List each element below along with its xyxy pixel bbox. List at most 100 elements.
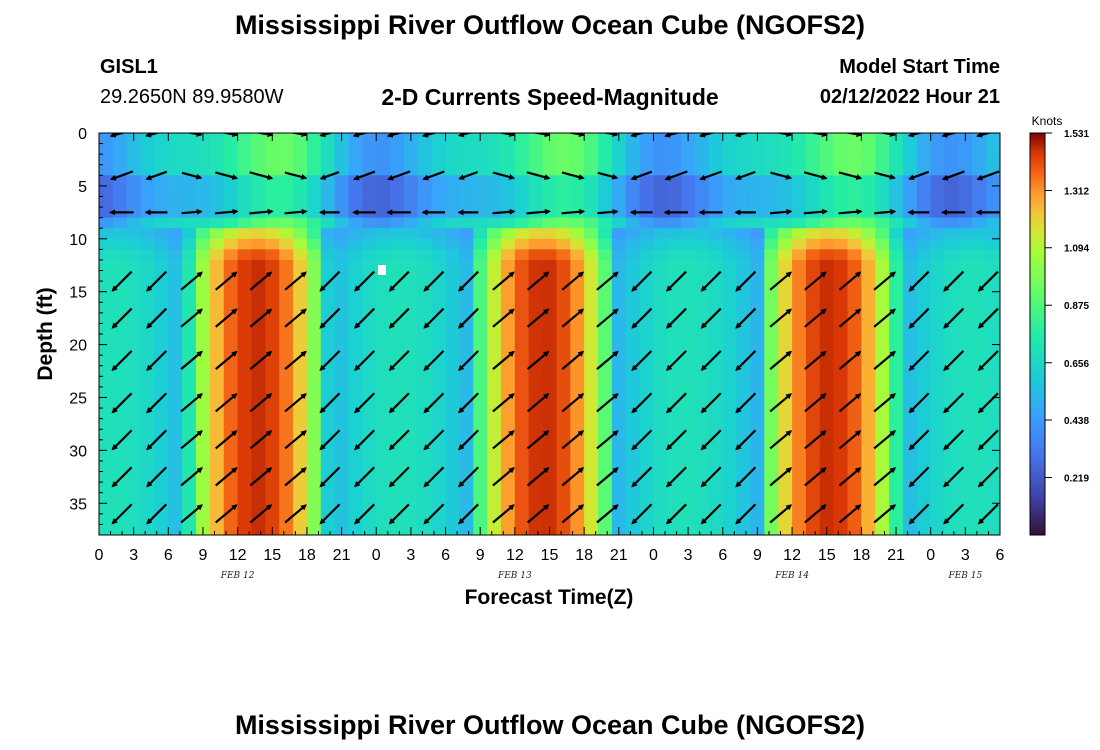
current-arrow bbox=[496, 133, 516, 138]
current-arrow bbox=[526, 504, 550, 524]
current-arrow bbox=[185, 133, 203, 137]
current-arrow bbox=[249, 271, 273, 291]
current-arrow bbox=[526, 171, 551, 181]
current-arrow bbox=[423, 466, 445, 488]
current-arrow bbox=[284, 393, 307, 413]
current-arrow bbox=[735, 170, 756, 181]
current-arrow bbox=[665, 307, 687, 329]
current-arrow bbox=[492, 171, 516, 180]
current-arrow bbox=[561, 350, 585, 370]
current-arrow bbox=[941, 170, 965, 181]
y-tick-label: 10 bbox=[69, 232, 87, 249]
current-arrow bbox=[526, 350, 550, 370]
marker-square bbox=[378, 265, 386, 275]
current-arrow bbox=[181, 171, 203, 180]
current-arrow bbox=[908, 350, 930, 372]
x-tick-label: 9 bbox=[476, 547, 485, 564]
current-arrow bbox=[769, 393, 793, 413]
current-arrow bbox=[111, 466, 133, 488]
current-arrow bbox=[631, 307, 653, 329]
current-arrow bbox=[249, 171, 274, 181]
current-arrow bbox=[180, 467, 203, 487]
current-arrow bbox=[458, 392, 479, 414]
x-tick-label: 15 bbox=[541, 547, 559, 564]
current-arrow bbox=[526, 430, 550, 450]
current-arrow bbox=[492, 467, 515, 487]
current-arrow bbox=[249, 430, 273, 450]
colorbar-tick-label: 1.312 bbox=[1064, 187, 1089, 198]
current-arrow bbox=[458, 270, 479, 292]
current-arrow bbox=[284, 308, 307, 328]
x-tick-label: 0 bbox=[649, 547, 658, 564]
current-arrow bbox=[215, 430, 238, 450]
x-tick-label: 6 bbox=[441, 547, 450, 564]
current-arrow bbox=[631, 466, 653, 488]
current-arrow bbox=[284, 208, 308, 215]
current-arrow bbox=[596, 393, 619, 413]
x-tick-label: 3 bbox=[684, 547, 693, 564]
current-arrow bbox=[109, 133, 127, 138]
current-arrow bbox=[943, 429, 965, 451]
current-arrow bbox=[180, 504, 203, 524]
current-arrow bbox=[873, 430, 896, 450]
colorbar-tick-label: 1.531 bbox=[1064, 129, 1089, 140]
current-arrow bbox=[109, 170, 134, 181]
current-arrow bbox=[873, 504, 896, 524]
current-arrow bbox=[386, 133, 404, 138]
x-tick-label: 21 bbox=[610, 547, 628, 564]
current-arrow bbox=[597, 171, 619, 180]
date-label: FEB 14 bbox=[774, 571, 809, 581]
x-tick-label: 3 bbox=[961, 547, 970, 564]
current-arrow bbox=[215, 467, 238, 487]
chart-subtitle: 2-D Currents Speed-Magnitude bbox=[381, 84, 719, 110]
current-arrow bbox=[284, 350, 307, 370]
current-arrow bbox=[254, 133, 274, 138]
current-arrow bbox=[354, 466, 376, 488]
current-arrow bbox=[388, 350, 410, 372]
current-arrow bbox=[976, 133, 993, 138]
current-arrow bbox=[181, 208, 203, 215]
current-arrow bbox=[907, 133, 924, 138]
current-arrow bbox=[561, 208, 586, 215]
current-arrow bbox=[838, 350, 862, 370]
current-arrow bbox=[698, 133, 716, 138]
current-arrow bbox=[180, 350, 203, 370]
current-arrow bbox=[531, 133, 551, 138]
current-arrow bbox=[600, 133, 619, 137]
current-arrow bbox=[873, 271, 896, 291]
current-arrow bbox=[804, 350, 827, 370]
current-arrow bbox=[665, 429, 687, 451]
current-arrow bbox=[561, 271, 585, 291]
current-arrow bbox=[561, 430, 585, 450]
current-arrow bbox=[526, 393, 550, 413]
current-arrow bbox=[943, 270, 965, 292]
current-arrow bbox=[354, 429, 376, 451]
current-arrow bbox=[596, 467, 619, 487]
current-arrow bbox=[596, 430, 619, 450]
current-arrow bbox=[492, 308, 515, 328]
current-arrow bbox=[977, 307, 999, 329]
current-arrow bbox=[146, 503, 168, 525]
current-arrow bbox=[423, 350, 445, 372]
current-arrow bbox=[319, 392, 341, 414]
colorbar: Knots bbox=[1029, 114, 1062, 536]
current-arrow bbox=[492, 430, 515, 450]
current-arrow bbox=[908, 170, 930, 181]
current-arrow bbox=[289, 133, 308, 138]
current-arrow bbox=[804, 467, 827, 487]
current-arrow bbox=[943, 503, 965, 525]
current-arrow bbox=[492, 504, 515, 524]
date-label: FEB 12 bbox=[220, 571, 255, 581]
x-tick-label: 18 bbox=[575, 547, 593, 564]
x-tick-label: 9 bbox=[199, 547, 208, 564]
current-arrow bbox=[596, 504, 619, 524]
x-tick-label: 6 bbox=[996, 547, 1005, 564]
date-label: FEB 15 bbox=[947, 571, 982, 581]
current-arrow bbox=[526, 467, 550, 487]
current-arrow bbox=[843, 133, 863, 138]
x-tick-label: 6 bbox=[164, 547, 173, 564]
current-arrow bbox=[874, 208, 897, 215]
current-arrow bbox=[873, 467, 896, 487]
current-arrow bbox=[770, 171, 793, 180]
current-arrow bbox=[943, 466, 965, 488]
